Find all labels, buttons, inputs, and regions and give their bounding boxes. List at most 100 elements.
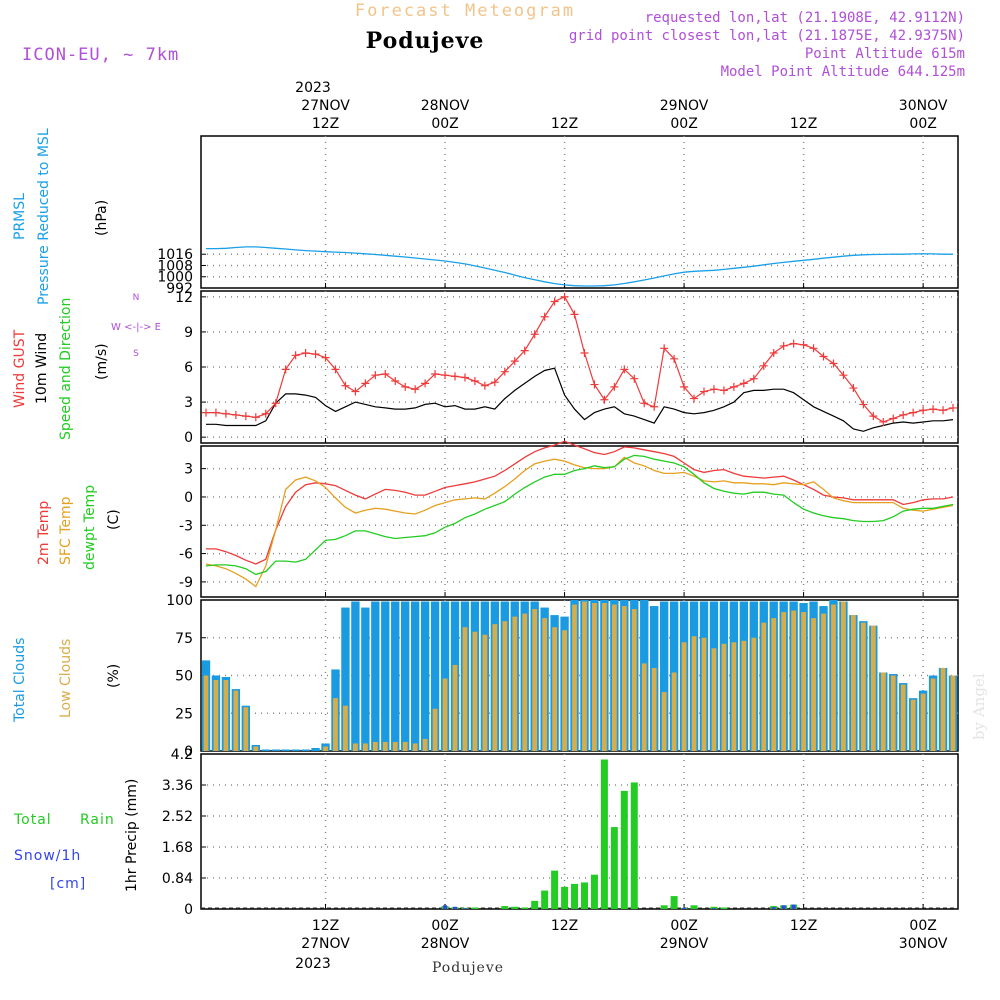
footer-location: Podujeve [432,960,504,976]
gust-marker [371,371,380,380]
low-cloud-bar [791,610,797,751]
gust-marker [500,367,509,376]
low-cloud-bar [482,634,488,751]
rain-bar [531,900,539,909]
snow-bar [771,907,776,909]
gust-marker [411,385,420,394]
y-tick-label-precipitation: 0 [184,902,193,918]
low-cloud-bar [671,672,677,751]
wind10m-line [206,367,954,432]
gust-marker [739,379,748,388]
gust-marker [919,406,928,415]
low-cloud-bar [552,627,557,751]
rain-bar [660,905,668,909]
bottom-year-label: 2023 [295,956,331,972]
gust-marker [759,361,768,370]
point-altitude: Point Altitude 615m [805,46,965,62]
total-cloud-bar [371,601,380,751]
y-tick-label-pressure: 1000 [157,270,193,286]
low-cloud-bar [462,627,468,751]
bottom-time-label: 12Z [312,918,339,934]
y-tick-label-temperature: -6 [179,547,193,563]
low-cloud-bar [701,637,707,751]
low-cloud-bar [841,601,846,751]
gust-marker [520,346,529,355]
snow-bar [711,908,716,909]
low-cloud-bar [880,672,886,751]
gust-marker [460,373,469,382]
top-date-label: 30NOV [899,98,948,114]
compass-south: S [133,349,139,359]
gust-marker [869,412,878,421]
total-cloud-bar [281,749,290,751]
temp-unit: (C) [106,509,122,530]
y-tick-label-wind: 3 [184,395,193,411]
prmsl-line [206,246,953,287]
gust-marker [660,344,669,353]
temp2m-line [206,440,954,565]
y-tick-label-pressure: 1008 [157,258,193,274]
rain-bar [571,883,579,909]
low-cloud-bar [721,643,727,751]
bottom-time-label: 00Z [431,918,458,934]
low-cloud-bar [801,612,806,751]
gust-marker [769,348,778,357]
low-cloud-bar [602,603,607,751]
top-time-label: 12Z [790,116,817,132]
low-cloud-bar [851,615,856,751]
low-cloud-bar [542,618,548,751]
dewpt-label: dewpt Temp [82,485,98,570]
gust-marker [550,297,559,306]
gust-marker [650,402,659,411]
low-cloud-bar [572,604,577,751]
snow-bar [682,907,687,909]
total-cloud-bar [341,607,350,751]
y-tick-label-precipitation: 2.52 [162,809,193,825]
snow-bar [781,905,786,909]
gust-marker [421,379,430,388]
total-cloud-bar [659,601,669,751]
low-cloud-bar [621,606,627,751]
low-cloud-bar [592,603,597,751]
gust-marker [281,365,290,374]
low-cloud-bar [492,624,498,751]
y-tick-label-precipitation: 4.2 [171,747,193,763]
top-time-label: 00Z [909,116,936,132]
y-tick-label-wind: 0 [184,430,193,446]
total-cloud-bar [391,601,400,751]
rain-bar [580,882,588,909]
compass-west-east: W <-|-> E [111,322,161,333]
low-cloud-bar [422,738,428,751]
top-date-label: 27NOV [301,98,350,114]
total-cloud-bar [291,749,300,751]
low-cloud-bar [731,642,737,751]
total-cloud-bar [311,747,320,751]
gust-marker [809,344,818,353]
total-cloud-bar [271,749,280,751]
total-cloud-bar [381,601,390,751]
top-date-label: 28NOV [421,98,470,114]
rain-bar [720,907,728,909]
low-cloud-bar [353,743,358,751]
top-time-label: 12Z [312,116,339,132]
gust-marker [610,382,619,391]
low-cloud-bar [930,678,936,751]
gust-marker [510,357,519,366]
low-cloud-bar [940,667,946,751]
gust-marker [779,341,788,350]
total-cloud-bar [261,749,270,751]
gust-marker [341,381,350,390]
gust-marker [221,409,230,418]
y-tick-label-temperature: 0 [184,490,193,506]
gust-marker [839,371,848,380]
rain-bar [610,827,618,909]
bottom-time-label: 00Z [909,918,936,934]
gust-marker [331,365,340,374]
gust-marker [451,372,459,381]
panel-frame-precipitation [200,753,959,910]
y-tick-label-temperature: -9 [179,575,193,591]
sfc-temp-line [205,456,954,588]
rain-bar [710,906,718,909]
low-cloud-bar [781,612,787,751]
gust-marker [311,350,320,359]
